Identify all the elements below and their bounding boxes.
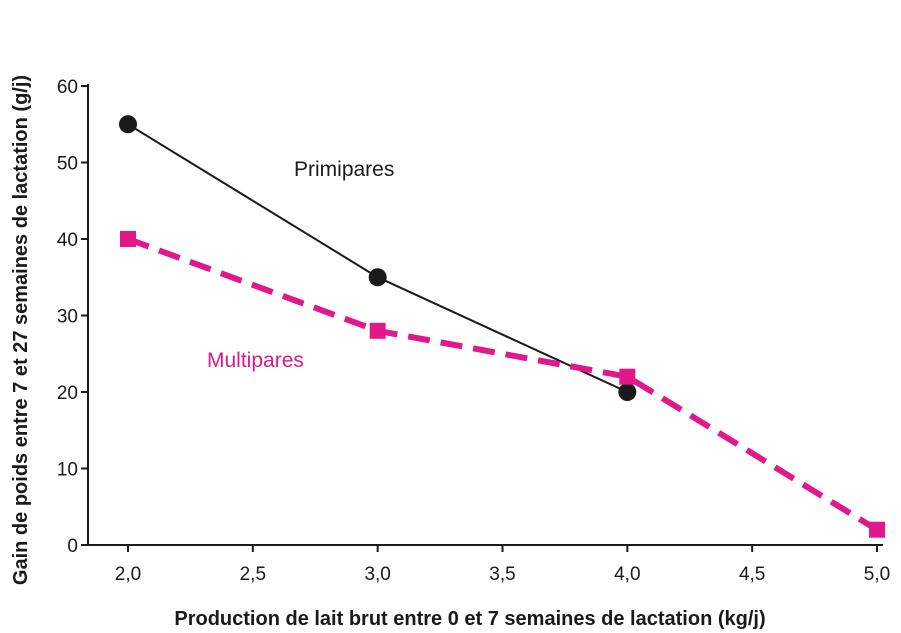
x-tick-label: 3,0: [364, 564, 390, 585]
y-tick-label: 40: [57, 230, 78, 251]
data-point-multipares: [369, 322, 386, 339]
y-tick-label: 10: [57, 460, 78, 481]
y-tick-label: 60: [57, 77, 78, 98]
y-tick-label: 20: [57, 383, 78, 404]
data-point-primipares: [618, 383, 637, 401]
y-axis-title: Gain de poids entre 7 et 27 semaines de …: [10, 75, 32, 585]
y-tick-label: 30: [57, 307, 78, 328]
series-layer: [119, 115, 885, 538]
x-tick-label: 3,5: [489, 564, 515, 585]
x-tick-label: 2,0: [115, 564, 141, 585]
series-label-primipares: Primipares: [294, 158, 394, 181]
x-axis-title: Production de lait brut entre 0 et 7 sem…: [174, 608, 765, 630]
data-point-primipares: [119, 115, 137, 134]
x-tick-label: 5,0: [864, 564, 890, 585]
series-label-multipares: Multipares: [207, 349, 304, 372]
data-point-multipares: [869, 521, 885, 538]
x-tick-label: 4,0: [614, 564, 640, 585]
data-point-multipares: [619, 368, 636, 385]
series-line-multipares: [126, 236, 879, 533]
y-tick-label: 0: [67, 536, 78, 557]
x-tick-label: 2,5: [240, 564, 266, 585]
x-tick-label: 4,5: [739, 564, 765, 585]
data-point-primipares: [368, 268, 387, 287]
axes: 0 10 20 30 40 50 60 2,0 2,5 3,0 3,5 4,0 4,5 5,0: [57, 77, 890, 585]
y-tick-label: 50: [57, 154, 78, 175]
data-point-multipares: [120, 231, 136, 247]
